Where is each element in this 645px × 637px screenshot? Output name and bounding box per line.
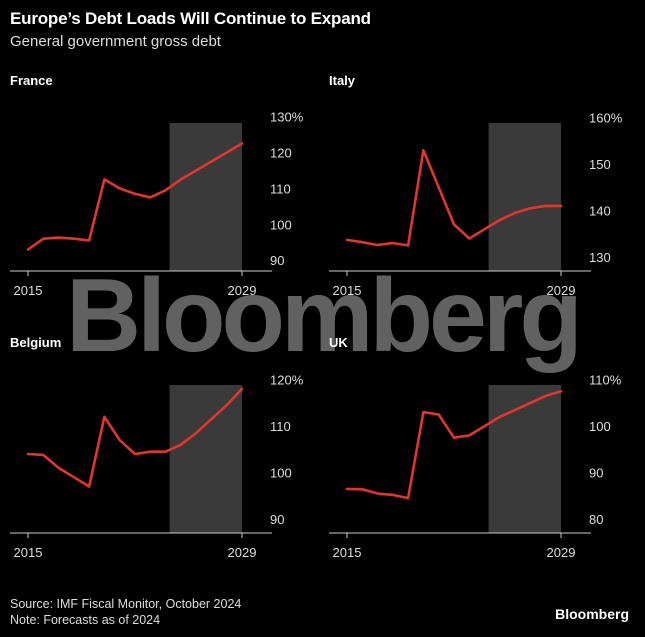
x-tick-label: 2015: [14, 283, 43, 298]
chart-svg: 2015 2029 90 100 110 120 130%: [10, 110, 304, 298]
x-tick-label: 2029: [547, 545, 576, 560]
y-tick-label: 100: [270, 217, 292, 232]
panel-uk: UK 2015 2029 80 90 100 110%: [329, 335, 629, 575]
y-tick-label: 110: [270, 181, 291, 196]
x-tick-label: 2015: [333, 545, 362, 560]
forecast-band: [488, 123, 561, 271]
y-tick-label: 80: [589, 512, 603, 527]
x-tick-label: 2015: [333, 283, 362, 298]
watermark: Bloomberg: [66, 258, 583, 374]
y-tick-label: 140: [589, 204, 611, 219]
panel-title: Italy: [329, 73, 356, 88]
panel-italy: Italy 2015 2029 130 140 150 160%: [329, 73, 629, 313]
y-tick-label: 100: [589, 419, 611, 434]
forecast-band: [169, 123, 242, 271]
panel-title: UK: [329, 335, 348, 350]
y-tick-label: 160%: [589, 111, 623, 126]
chart-title: Europe’s Debt Loads Will Continue to Exp…: [10, 9, 371, 28]
source-note: Source: IMF Fiscal Monitor, October 2024: [10, 597, 242, 611]
y-tick-label: 150: [589, 157, 611, 172]
chart-svg: 2015 2029 90 100 110 120%: [10, 373, 304, 560]
series-line: [345, 148, 563, 247]
panel-belgium: Belgium 2015 2029 90 100 110 120%: [10, 335, 310, 575]
chart-subtitle: General government gross debt: [10, 33, 221, 50]
panel-france: France 2015 2029 90 100 110 120 130%: [10, 73, 310, 313]
y-tick-label: 120%: [270, 373, 304, 388]
x-tick-label: 2015: [14, 545, 43, 560]
forecast-band: [169, 385, 242, 533]
forecast-note: Note: Forecasts as of 2024: [10, 613, 161, 627]
series-line: [26, 142, 244, 251]
chart-svg: 2015 2029 130 140 150 160%: [329, 111, 623, 298]
y-tick-label: 90: [270, 512, 284, 527]
panel-title: Belgium: [10, 335, 62, 350]
y-tick-label: 90: [589, 466, 603, 481]
x-tick-label: 2029: [228, 545, 257, 560]
chart-svg: 2015 2029 80 90 100 110%: [329, 373, 622, 560]
y-tick-label: 130%: [270, 110, 304, 125]
x-tick-label: 2029: [228, 283, 257, 298]
x-tick-label: 2029: [547, 283, 576, 298]
panel-title: France: [10, 73, 53, 88]
series-line: [26, 387, 244, 488]
y-tick-label: 110: [270, 419, 291, 434]
forecast-band: [488, 385, 561, 533]
y-tick-label: 90: [270, 253, 284, 268]
brand-logo: Bloomberg: [555, 606, 629, 622]
y-tick-label: 130: [589, 250, 611, 265]
y-tick-label: 110%: [589, 373, 622, 388]
y-tick-label: 120: [270, 146, 292, 161]
series-line: [345, 390, 563, 500]
y-tick-label: 100: [270, 466, 292, 481]
